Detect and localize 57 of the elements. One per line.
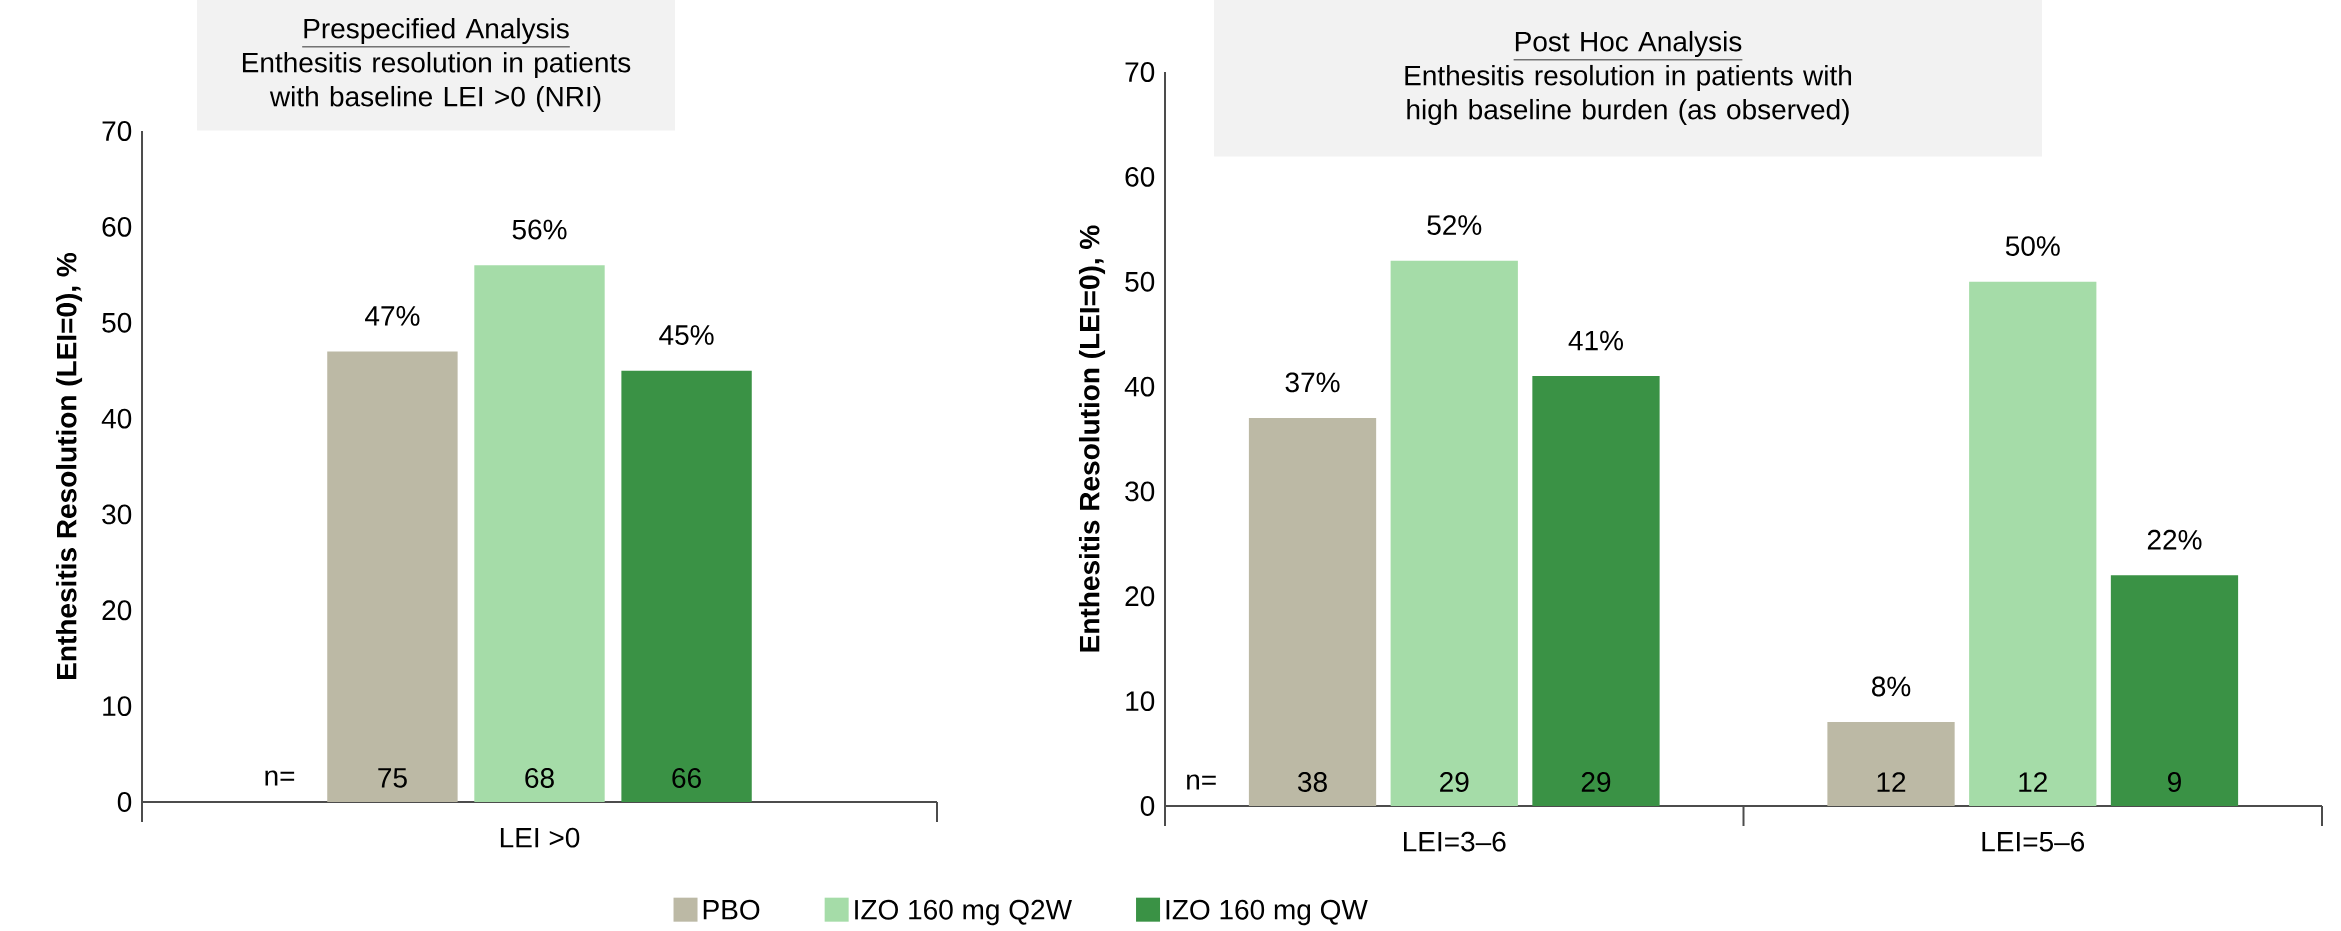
annotation: 9 (2168, 772, 2181, 792)
y-tick-label: 50 (1125, 271, 1155, 292)
y-tick-label: 50 (102, 312, 132, 333)
annotation: 12 (1877, 772, 1906, 792)
y-tick-label: 0 (1140, 796, 1155, 816)
x-tick-label: LEI=3–6 (1404, 831, 1506, 852)
y-tick-label: 30 (102, 504, 132, 525)
data-label: 37% (1285, 372, 1340, 393)
y-tick-label: 20 (1125, 586, 1155, 607)
y-tick-label: 30 (1125, 481, 1155, 502)
annotation: n= (1187, 774, 1216, 790)
annotation: 68 (525, 768, 554, 788)
x-tick-label: LEI=5–6 (1982, 831, 2085, 852)
y-axis-title: Enthesitis Resolution (LEI=0), % (1078, 225, 1106, 652)
y-tick-label: 20 (102, 600, 132, 621)
bar (621, 370, 752, 802)
data-label: 8% (1872, 676, 1911, 697)
bar (1969, 281, 2097, 806)
y-tick-label: 0 (117, 792, 132, 812)
chart-subtitle: Enthesitis resolution in patients with high baseline burden (as observed) (1405, 64, 1852, 126)
y-tick-label: 60 (102, 216, 132, 237)
bar (474, 265, 605, 802)
y-tick-label: 60 (1125, 166, 1155, 187)
annotation: 12 (2019, 772, 2047, 792)
bar (1532, 376, 1660, 806)
y-tick-label: 10 (103, 696, 132, 717)
y-axis-title: Enthesitis Resolution (LEI=0), % (55, 252, 83, 679)
x-tick-label: LEI >0 (500, 827, 580, 848)
legend-label: IZO 160 mg QW (1166, 899, 1368, 926)
data-label: 56% (512, 219, 567, 240)
annotation: 29 (1440, 772, 1469, 792)
annotation: n= (265, 770, 295, 786)
data-label: 52% (1427, 215, 1482, 236)
bar (327, 351, 458, 802)
data-label: 47% (365, 306, 420, 326)
data-label: 41% (1568, 330, 1623, 351)
y-tick-label: 40 (1124, 376, 1155, 397)
y-tick-label: 70 (102, 121, 132, 141)
bar (1390, 260, 1518, 806)
annotation: 66 (672, 768, 701, 788)
bar (1248, 418, 1377, 806)
y-tick-label: 10 (1126, 691, 1155, 712)
data-label: 22% (2147, 529, 2202, 550)
legend-label: PBO (703, 899, 760, 920)
data-label: 50% (2005, 236, 2060, 256)
chart-subtitle: Enthesitis resolution in patients with baseline LEI >0 (NRI) (242, 51, 631, 113)
bar (1827, 722, 1955, 806)
chart-title: Prespecified Analysis (304, 17, 569, 45)
y-tick-label: 70 (1125, 62, 1155, 82)
annotation: 75 (378, 768, 407, 788)
annotation: 29 (1581, 772, 1611, 792)
annotation: 38 (1298, 772, 1327, 792)
data-label: 45% (659, 325, 714, 345)
bar (2110, 575, 2239, 806)
y-tick-label: 40 (101, 408, 132, 429)
legend-label: IZO 160 mg Q2W (855, 899, 1072, 926)
chart-title: Post Hoc Analysis (1515, 30, 1742, 58)
